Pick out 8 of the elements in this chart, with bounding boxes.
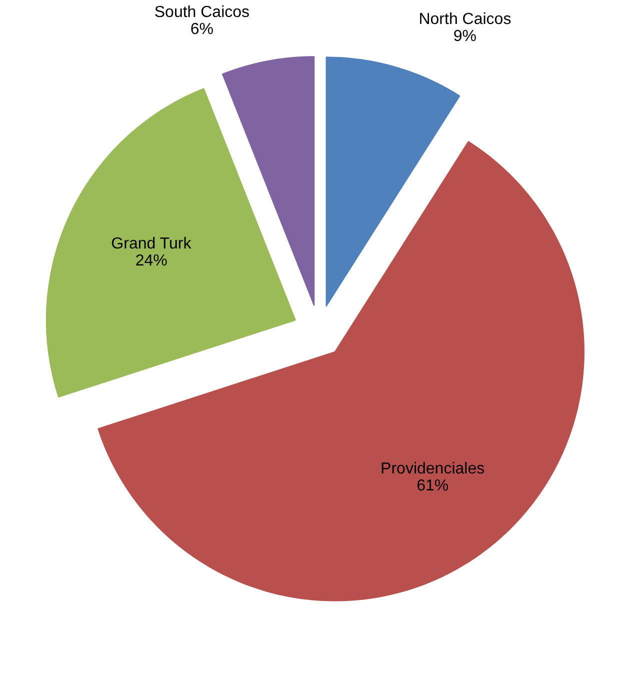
data-label: 9% (453, 28, 477, 46)
slice-label: Providenciales (380, 460, 485, 478)
data-label: 61% (416, 478, 449, 495)
data-label: 24% (135, 252, 168, 270)
slice-label: North Caicos (418, 11, 512, 28)
slice-label: South Caicos (154, 4, 250, 22)
slice-label: Grand Turk (111, 235, 192, 252)
data-label: 6% (190, 21, 214, 38)
